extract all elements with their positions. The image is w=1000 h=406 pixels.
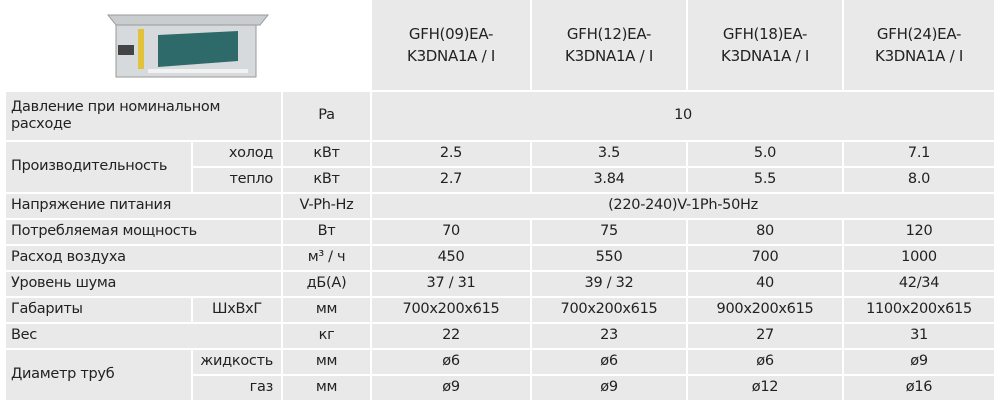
- value: 3.84: [532, 168, 686, 192]
- row-label: Давление при номинальном расходе: [6, 92, 281, 140]
- value: 120: [844, 220, 994, 244]
- model-header: GFH(18)EA- K3DNA1A / I: [688, 0, 842, 90]
- value: 700: [688, 246, 842, 270]
- sub-label: холод: [193, 142, 281, 166]
- model-header: GFH(09)EA- K3DNA1A / I: [372, 0, 530, 90]
- row-label: Расход воздуха: [6, 246, 281, 270]
- value: 2.5: [372, 142, 530, 166]
- value: 1000: [844, 246, 994, 270]
- value: 5.5: [688, 168, 842, 192]
- value: 5.0: [688, 142, 842, 166]
- unit: кВт: [283, 142, 370, 166]
- value: ø6: [688, 350, 842, 374]
- value: ø6: [532, 350, 686, 374]
- model-header: GFH(24)EA- K3DNA1A / I: [844, 0, 994, 90]
- value: 700x200x615: [532, 298, 686, 322]
- value: 75: [532, 220, 686, 244]
- value: 31: [844, 324, 994, 348]
- model-header: GFH(12)EA- K3DNA1A / I: [532, 0, 686, 90]
- value: 2.7: [372, 168, 530, 192]
- unit: кВт: [283, 168, 370, 192]
- sub-label: ШxВxГ: [193, 298, 281, 322]
- unit: кг: [283, 324, 370, 348]
- unit: Pa: [283, 92, 370, 140]
- value: ø12: [688, 376, 842, 400]
- row-label: Уровень шума: [6, 272, 281, 296]
- value: 22: [372, 324, 530, 348]
- unit: мм: [283, 298, 370, 322]
- value: 3.5: [532, 142, 686, 166]
- row-label: Потребляемая мощность: [6, 220, 281, 244]
- unit: мм: [283, 350, 370, 374]
- value: 37 / 31: [372, 272, 530, 296]
- duct-unit-icon: [106, 14, 270, 78]
- value: 550: [532, 246, 686, 270]
- row-label: Производительность: [6, 142, 191, 192]
- row-label: Напряжение питания: [6, 194, 281, 218]
- spec-table: GFH(09)EA- K3DNA1A / I GFH(12)EA- K3DNA1…: [6, 0, 994, 400]
- value: ø6: [372, 350, 530, 374]
- unit: дБ(А): [283, 272, 370, 296]
- unit: мм: [283, 376, 370, 400]
- unit: м³ / ч: [283, 246, 370, 270]
- value: ø9: [372, 376, 530, 400]
- value: 700x200x615: [372, 298, 530, 322]
- value: 8.0: [844, 168, 994, 192]
- value: 450: [372, 246, 530, 270]
- sub-label: жидкость: [193, 350, 281, 374]
- value: 42/34: [844, 272, 994, 296]
- value: ø16: [844, 376, 994, 400]
- row-label: Диаметр труб: [6, 350, 191, 400]
- product-image: [6, 0, 370, 90]
- value: 1100x200x615: [844, 298, 994, 322]
- value: (220-240)V-1Ph-50Hz: [372, 194, 994, 218]
- value: 10: [372, 92, 994, 140]
- sub-label: тепло: [193, 168, 281, 192]
- value: ø9: [844, 350, 994, 374]
- value: 70: [372, 220, 530, 244]
- value: 900x200x615: [688, 298, 842, 322]
- value: 39 / 32: [532, 272, 686, 296]
- row-label: Вес: [6, 324, 281, 348]
- value: 80: [688, 220, 842, 244]
- sub-label: газ: [193, 376, 281, 400]
- value: ø9: [532, 376, 686, 400]
- row-label: Габариты: [6, 298, 191, 322]
- value: 40: [688, 272, 842, 296]
- unit: Вт: [283, 220, 370, 244]
- value: 23: [532, 324, 686, 348]
- value: 7.1: [844, 142, 994, 166]
- unit: V-Ph-Hz: [283, 194, 370, 218]
- value: 27: [688, 324, 842, 348]
